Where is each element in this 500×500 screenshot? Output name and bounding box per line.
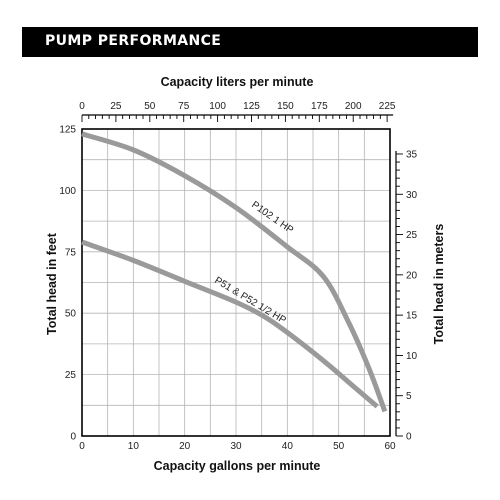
- bottom-axis-tick-label: 0: [79, 441, 85, 452]
- top-axis-tick-label: 100: [209, 101, 226, 112]
- left-axis-tick-label: 125: [59, 125, 76, 136]
- series-label-p102: P102 1 HP: [249, 199, 295, 236]
- left-axis-title: Total head in feet: [45, 232, 59, 335]
- grid: [82, 129, 390, 436]
- bottom-axis: 0 10 20 30 40 50 60: [79, 441, 396, 452]
- top-axis-tick-label: 50: [144, 101, 156, 112]
- bottom-axis-title: Capacity gallons per minute: [154, 459, 321, 473]
- bottom-axis-tick-label: 30: [230, 441, 242, 452]
- plot-frame: [81, 128, 391, 437]
- left-axis: 0 25 50 75 100 125: [59, 125, 76, 443]
- top-axis: 0 25 50 75 100 125 150 175 200 225: [79, 101, 396, 122]
- right-axis-tick-label: 30: [406, 190, 418, 201]
- top-axis-tick-label: 225: [379, 101, 396, 112]
- right-axis-tick-label: 5: [406, 391, 412, 402]
- curves: [81, 131, 388, 413]
- curve-p51-p52: [81, 239, 379, 409]
- left-axis-tick-label: 0: [70, 432, 76, 443]
- title-banner: PUMP PERFORMANCE: [22, 27, 478, 57]
- top-axis-tick-label: 75: [178, 101, 190, 112]
- bottom-axis-tick-label: 50: [333, 441, 345, 452]
- bottom-axis-tick-label: 60: [384, 441, 396, 452]
- top-axis-tick-label: 200: [345, 101, 362, 112]
- left-axis-tick-label: 25: [65, 370, 77, 381]
- top-axis-title: Capacity liters per minute: [161, 75, 314, 89]
- right-axis-tick-label: 10: [406, 351, 418, 362]
- right-axis: 0 5 10 15 20 25 30 35: [395, 149, 418, 443]
- top-axis-tick-label: 150: [277, 101, 294, 112]
- left-axis-tick-label: 75: [65, 247, 77, 258]
- right-axis-tick-label: 0: [406, 432, 412, 443]
- bottom-axis-tick-label: 20: [179, 441, 191, 452]
- right-axis-tick-label: 15: [406, 311, 418, 322]
- top-axis-tick-label: 175: [311, 101, 328, 112]
- right-axis-tick-label: 35: [406, 149, 418, 160]
- top-axis-tick-label: 125: [243, 101, 260, 112]
- top-axis-tick-label: 25: [110, 101, 122, 112]
- curve-p102: [81, 131, 388, 413]
- bottom-axis-tick-label: 10: [128, 441, 140, 452]
- left-axis-tick-label: 100: [59, 186, 76, 197]
- top-axis-tick-label: 0: [79, 101, 85, 112]
- bottom-axis-tick-label: 40: [282, 441, 294, 452]
- left-axis-tick-label: 50: [65, 309, 77, 320]
- right-axis-tick-label: 25: [406, 230, 418, 241]
- right-axis-tick-label: 20: [406, 270, 418, 281]
- page-title: PUMP PERFORMANCE: [45, 33, 222, 49]
- right-axis-title: Total head in meters: [432, 224, 446, 345]
